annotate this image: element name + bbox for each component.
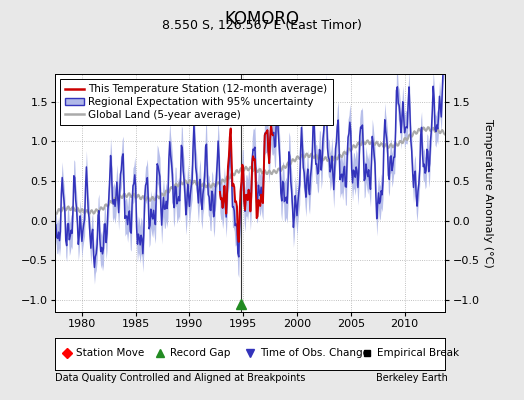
- Text: 8.550 S, 126.567 E (East Timor): 8.550 S, 126.567 E (East Timor): [162, 19, 362, 32]
- Text: Empirical Break: Empirical Break: [377, 348, 459, 358]
- Text: Berkeley Earth: Berkeley Earth: [376, 373, 448, 383]
- Legend: This Temperature Station (12-month average), Regional Expectation with 95% uncer: This Temperature Station (12-month avera…: [60, 79, 333, 125]
- Text: Record Gap: Record Gap: [170, 348, 231, 358]
- Y-axis label: Temperature Anomaly (°C): Temperature Anomaly (°C): [483, 119, 493, 267]
- Text: Data Quality Controlled and Aligned at Breakpoints: Data Quality Controlled and Aligned at B…: [55, 373, 305, 383]
- Text: Station Move: Station Move: [77, 348, 145, 358]
- Text: Time of Obs. Change: Time of Obs. Change: [260, 348, 369, 358]
- Text: KOMORO: KOMORO: [224, 10, 300, 28]
